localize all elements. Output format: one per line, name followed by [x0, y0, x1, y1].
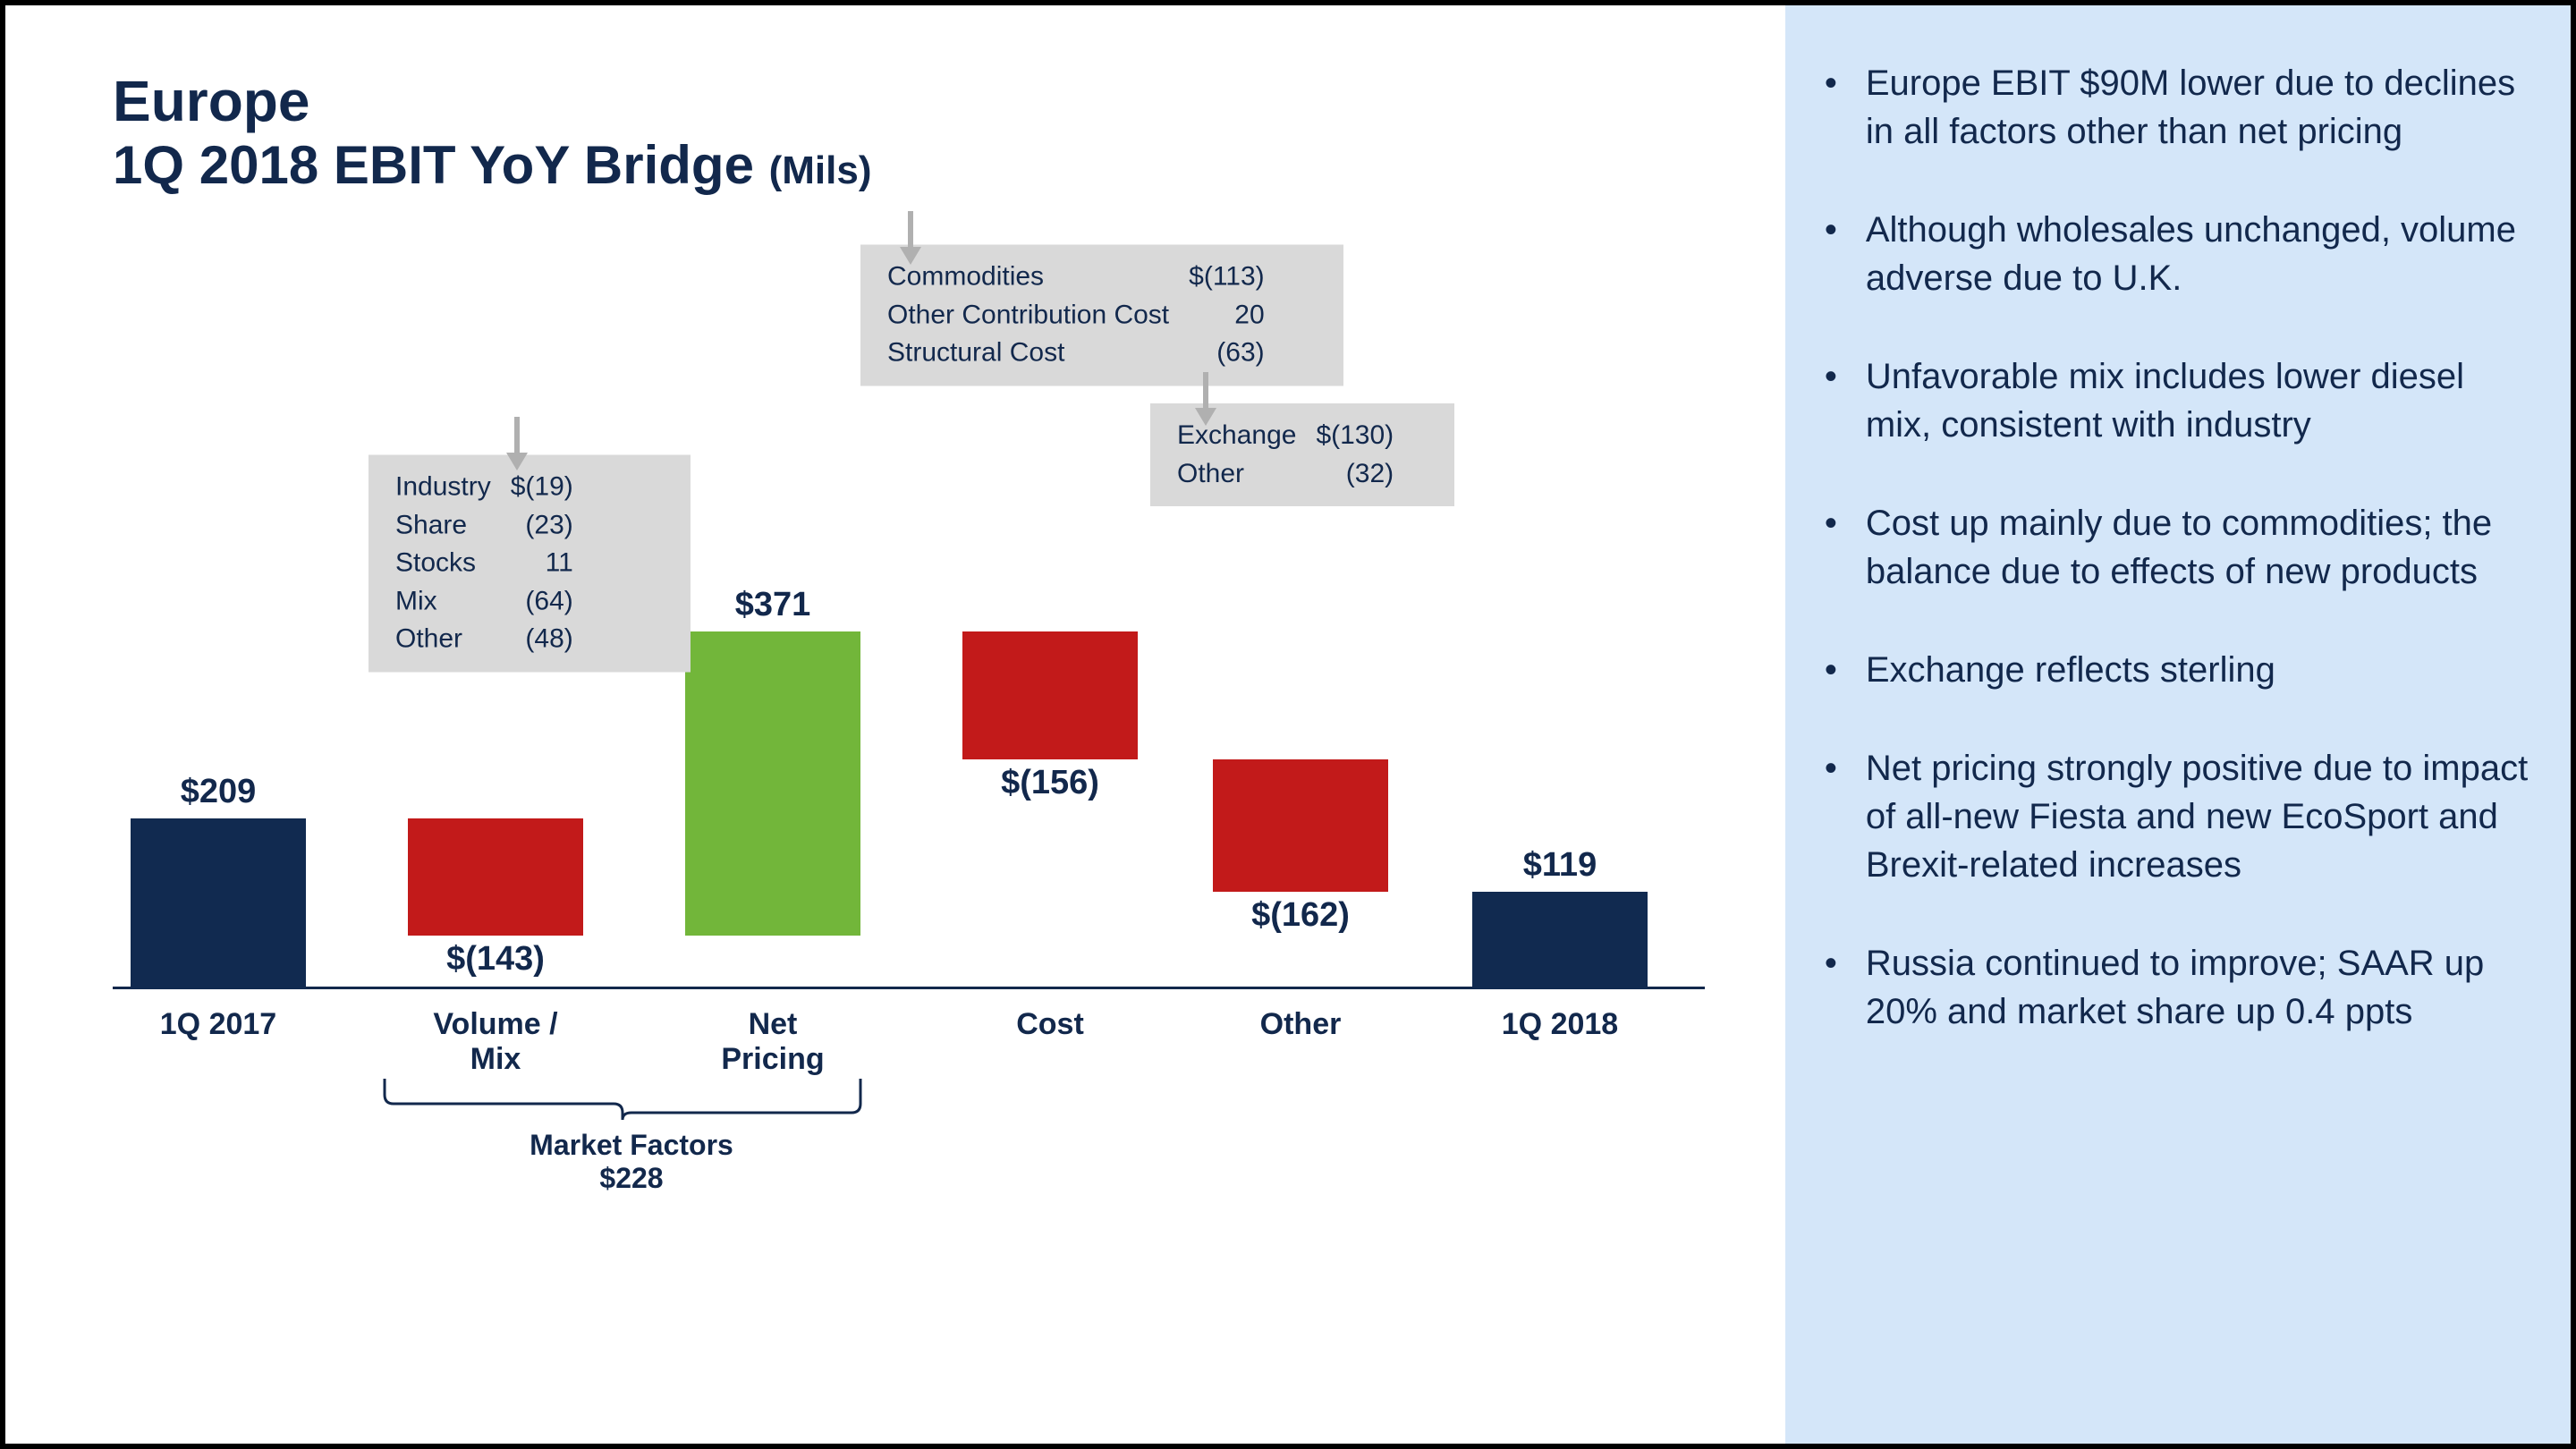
bar-value-label: $(156): [943, 764, 1157, 802]
sidebar-bullet: Exchange reflects sterling: [1821, 646, 2535, 694]
title-line2: 1Q 2018 EBIT YoY Bridge (Mils): [113, 134, 1741, 196]
waterfall-bar-other: [1213, 759, 1388, 892]
callout-arrow-icon: [900, 247, 921, 265]
waterfall-chart: $209 $(143) $371 $(156) $(162) $119 Industry$(…: [113, 435, 1705, 1222]
sidebar-notes: Europe EBIT $90M lower due to declines i…: [1785, 5, 2571, 1444]
market-factors-brace: Market Factors $228: [381, 1079, 882, 1195]
waterfall-bar-cost: [962, 631, 1138, 759]
waterfall-bar-volmix: [408, 818, 583, 936]
bar-value-label: $371: [665, 586, 880, 624]
market-factors-value: $228: [381, 1162, 882, 1195]
bar-value-label: $119: [1453, 846, 1667, 885]
callout-volmix: Industry$(19)Share(23)Stocks11Mix(64)Oth…: [369, 455, 691, 673]
waterfall-bar-end: [1472, 892, 1648, 989]
sidebar-bullet: Europe EBIT $90M lower due to declines i…: [1821, 59, 2535, 156]
title-line1: Europe: [113, 68, 1741, 134]
axis-label: Other: [1184, 1007, 1417, 1042]
bar-value-label: $209: [111, 773, 326, 811]
axis-label: 1Q 2018: [1444, 1007, 1676, 1042]
sidebar-bullet: Unfavorable mix includes lower diesel mi…: [1821, 352, 2535, 449]
bar-value-label: $(143): [388, 940, 603, 979]
chart-baseline: [113, 987, 1705, 989]
callout-cost: Commodities$(113)Other Contribution Cost…: [860, 245, 1343, 386]
bar-value-label: $(162): [1193, 896, 1408, 935]
market-factors-label: Market Factors: [381, 1129, 882, 1162]
sidebar-bullet: Cost up mainly due to commodities; the b…: [1821, 499, 2535, 596]
axis-label: Volume / Mix: [379, 1007, 612, 1077]
callout-arrow-icon: [1195, 408, 1216, 426]
sidebar-bullet: Net pricing strongly positive due to imp…: [1821, 744, 2535, 889]
axis-label: Cost: [934, 1007, 1166, 1042]
axis-label: 1Q 2017: [102, 1007, 335, 1042]
sidebar-bullet: Russia continued to improve; SAAR up 20%…: [1821, 939, 2535, 1036]
axis-label: Net Pricing: [657, 1007, 889, 1077]
sidebar-bullet: Although wholesales unchanged, volume ad…: [1821, 206, 2535, 302]
waterfall-bar-start: [131, 818, 306, 989]
callout-arrow-icon: [506, 453, 528, 470]
waterfall-bar-price: [685, 631, 860, 935]
slide-title: Europe 1Q 2018 EBIT YoY Bridge (Mils): [113, 68, 1741, 196]
main-chart-area: Europe 1Q 2018 EBIT YoY Bridge (Mils) $2…: [5, 5, 1785, 1444]
